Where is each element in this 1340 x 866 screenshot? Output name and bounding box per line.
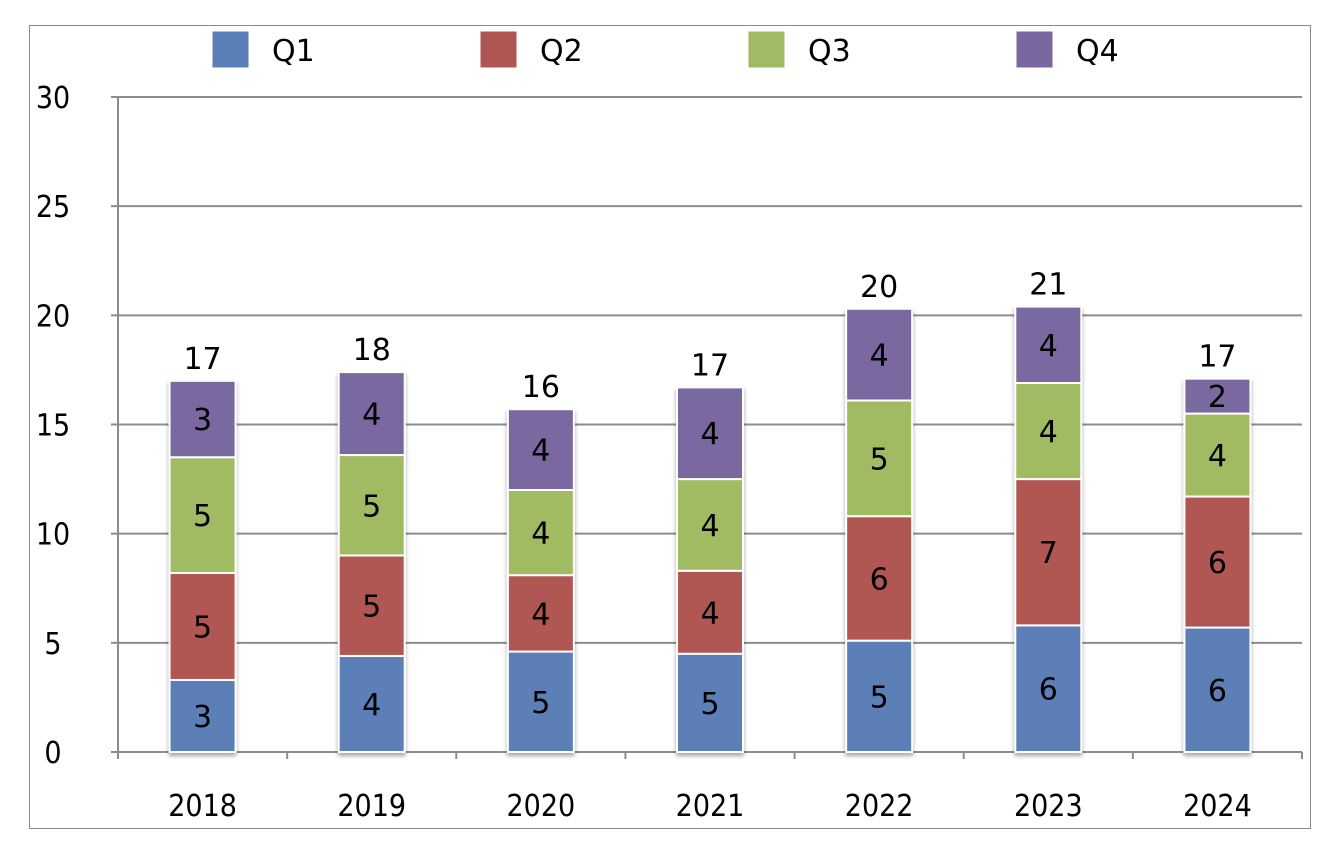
data-label: 4 bbox=[531, 517, 550, 552]
bar-segment-q2 bbox=[337, 554, 406, 657]
data-label: 4 bbox=[1039, 415, 1058, 450]
bar-segment-q4 bbox=[845, 307, 914, 402]
data-label: 3 bbox=[193, 403, 212, 438]
bar-stack-2018 bbox=[168, 379, 237, 754]
chart-frame bbox=[29, 25, 1311, 829]
bar-segment-q1 bbox=[337, 654, 406, 754]
legend-label: Q2 bbox=[540, 34, 583, 69]
y-tick-label: 20 bbox=[36, 299, 70, 334]
bar-stack-2021 bbox=[676, 386, 744, 753]
legend-item-q3: Q3 bbox=[747, 30, 851, 69]
x-tick-label: 2022 bbox=[845, 789, 914, 824]
x-tick-label: 2024 bbox=[1183, 789, 1252, 824]
total-label: 21 bbox=[1029, 268, 1067, 303]
gridlines bbox=[118, 96, 1302, 644]
bar-segment-q1 bbox=[168, 678, 237, 754]
x-tick-label: 2019 bbox=[337, 789, 406, 824]
bar-segment-q3 bbox=[845, 399, 914, 518]
data-label: 4 bbox=[531, 434, 550, 469]
bar-segment-q3 bbox=[337, 454, 406, 557]
bar-stack-2023 bbox=[1014, 305, 1083, 753]
x-axis: 2018 2019 2020 2021 2022 2023 2024 bbox=[117, 751, 1303, 824]
total-label: 18 bbox=[353, 333, 391, 368]
bar-segment-q2 bbox=[1014, 478, 1083, 627]
data-label: 6 bbox=[1039, 673, 1058, 708]
legend-item-q1: Q1 bbox=[211, 30, 315, 69]
data-label: 4 bbox=[531, 597, 550, 632]
bar-segment-q1 bbox=[1014, 624, 1083, 753]
y-tick-label: 5 bbox=[44, 627, 61, 662]
data-label: 5 bbox=[362, 590, 381, 625]
total-label: 16 bbox=[522, 370, 560, 405]
data-label: 5 bbox=[531, 686, 550, 721]
data-label: 4 bbox=[362, 688, 381, 723]
bar-segment-q4 bbox=[1183, 377, 1252, 415]
legend-swatch bbox=[211, 30, 250, 69]
legend: Q1 Q2 Q3 Q4 bbox=[211, 30, 1119, 69]
data-label: 4 bbox=[1208, 439, 1227, 474]
bar-segment-q4 bbox=[1014, 305, 1083, 385]
data-label: 5 bbox=[193, 610, 212, 645]
legend-swatch bbox=[747, 30, 786, 69]
bar-segment-q2 bbox=[1183, 495, 1252, 629]
legend-swatch bbox=[479, 30, 518, 69]
bar-segment-q1 bbox=[1183, 626, 1252, 753]
x-tick-label: 2021 bbox=[676, 789, 745, 824]
data-label: 7 bbox=[1039, 536, 1058, 571]
bar-stack-2024 bbox=[1183, 377, 1252, 753]
total-label: 17 bbox=[1198, 340, 1236, 375]
data-label: 4 bbox=[700, 509, 719, 544]
total-label: 17 bbox=[183, 342, 221, 377]
data-label: 5 bbox=[362, 489, 381, 524]
data-label: 3 bbox=[193, 700, 212, 735]
bars: 3 5 5 3 17 4 5 5 4 18 5 4 4 4 16 5 4 4 4 17 5 6 5 4 20 6 7 4 4 21 6 6 4 2… bbox=[168, 268, 1252, 754]
bar-segment-q3 bbox=[168, 456, 237, 574]
data-label: 4 bbox=[870, 339, 889, 374]
bar-segment-q2 bbox=[845, 515, 914, 642]
total-label: 17 bbox=[691, 348, 729, 383]
legend-label: Q3 bbox=[808, 34, 851, 69]
x-tick-label: 2018 bbox=[168, 789, 237, 824]
data-label: 4 bbox=[700, 417, 719, 452]
total-label: 20 bbox=[860, 270, 898, 305]
data-label: 2 bbox=[1208, 380, 1227, 415]
data-label: 4 bbox=[362, 398, 381, 433]
y-tick-label: 30 bbox=[36, 81, 70, 116]
bar-segment-q2 bbox=[168, 571, 237, 681]
bar-segment-q3 bbox=[1014, 382, 1083, 481]
data-label: 5 bbox=[870, 680, 889, 715]
x-tick-label: 2023 bbox=[1014, 789, 1083, 824]
data-label: 4 bbox=[1039, 329, 1058, 364]
y-tick-label: 10 bbox=[36, 518, 70, 553]
bar-segment-q3 bbox=[1183, 412, 1252, 498]
y-tick-label: 25 bbox=[36, 190, 70, 225]
bar-stack-2019 bbox=[337, 371, 406, 754]
y-axis: 0 5 10 15 20 25 30 bbox=[36, 81, 119, 771]
data-label: 6 bbox=[1208, 546, 1227, 581]
bar-stack-2022 bbox=[845, 307, 914, 754]
y-tick-label: 0 bbox=[44, 736, 61, 771]
bar-segment-q4 bbox=[168, 379, 237, 459]
bar-segment-q1 bbox=[506, 650, 575, 753]
legend-item-q4: Q4 bbox=[1015, 30, 1119, 69]
bar-stack-2020 bbox=[506, 408, 575, 753]
bar-segment-q4 bbox=[337, 371, 406, 457]
bar-segment-q4 bbox=[506, 408, 575, 492]
bar-segment-q1 bbox=[676, 652, 744, 753]
legend-swatch bbox=[1015, 30, 1054, 69]
bar-segment-q4 bbox=[676, 386, 744, 481]
data-label: 5 bbox=[193, 499, 212, 534]
legend-item-q2: Q2 bbox=[479, 30, 583, 69]
data-label: 6 bbox=[870, 562, 889, 597]
y-tick-label: 15 bbox=[36, 409, 70, 444]
x-tick-label: 2020 bbox=[507, 789, 576, 824]
data-label: 5 bbox=[870, 442, 889, 477]
data-label: 6 bbox=[1208, 674, 1227, 709]
legend-label: Q1 bbox=[272, 34, 315, 69]
data-label: 4 bbox=[700, 596, 719, 631]
legend-label: Q4 bbox=[1076, 34, 1119, 69]
data-label: 5 bbox=[700, 687, 719, 722]
